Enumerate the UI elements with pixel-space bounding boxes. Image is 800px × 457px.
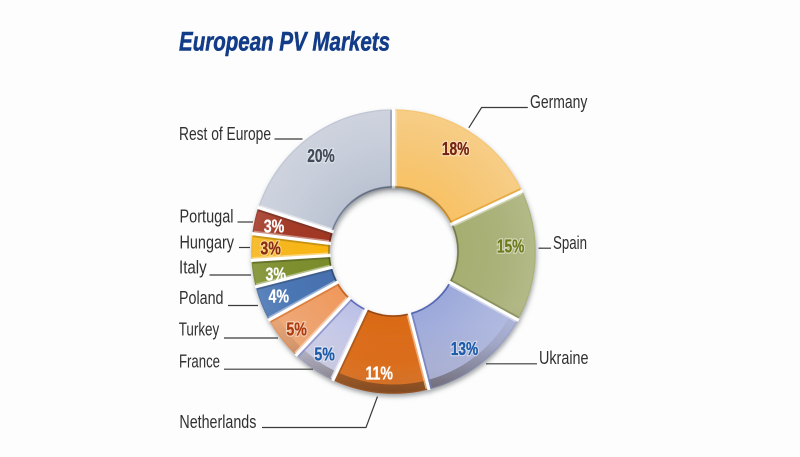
svg-text:3%: 3% (260, 238, 281, 258)
svg-text:18%: 18% (442, 139, 470, 159)
svg-text:Spain: Spain (553, 233, 587, 253)
svg-text:3%: 3% (260, 238, 281, 258)
svg-text:European PV Markets: European PV Markets (179, 26, 390, 56)
svg-text:13%: 13% (451, 339, 479, 359)
svg-text:Italy: Italy (179, 257, 207, 277)
svg-text:15%: 15% (497, 237, 525, 257)
svg-text:4%: 4% (268, 286, 289, 306)
svg-text:Poland: Poland (179, 288, 224, 308)
svg-text:5%: 5% (314, 345, 335, 365)
svg-text:20%: 20% (307, 146, 335, 166)
svg-text:3%: 3% (264, 217, 285, 237)
svg-text:13%: 13% (451, 339, 479, 359)
svg-text:5%: 5% (286, 320, 307, 340)
svg-text:15%: 15% (497, 237, 525, 257)
svg-text:3%: 3% (265, 265, 286, 285)
svg-text:Ukraine: Ukraine (539, 348, 589, 368)
svg-text:Portugal: Portugal (180, 206, 234, 226)
svg-text:Netherlands: Netherlands (179, 412, 256, 432)
svg-text:5%: 5% (314, 345, 335, 365)
svg-text:Hungary: Hungary (180, 232, 235, 252)
svg-text:Turkey: Turkey (179, 320, 220, 340)
svg-text:Rest of Europe: Rest of Europe (179, 124, 271, 144)
svg-text:11%: 11% (365, 364, 393, 384)
svg-text:France: France (179, 351, 220, 371)
svg-text:20%: 20% (307, 146, 335, 166)
svg-text:18%: 18% (442, 139, 470, 159)
svg-text:Germany: Germany (530, 92, 587, 112)
svg-text:5%: 5% (286, 320, 307, 340)
